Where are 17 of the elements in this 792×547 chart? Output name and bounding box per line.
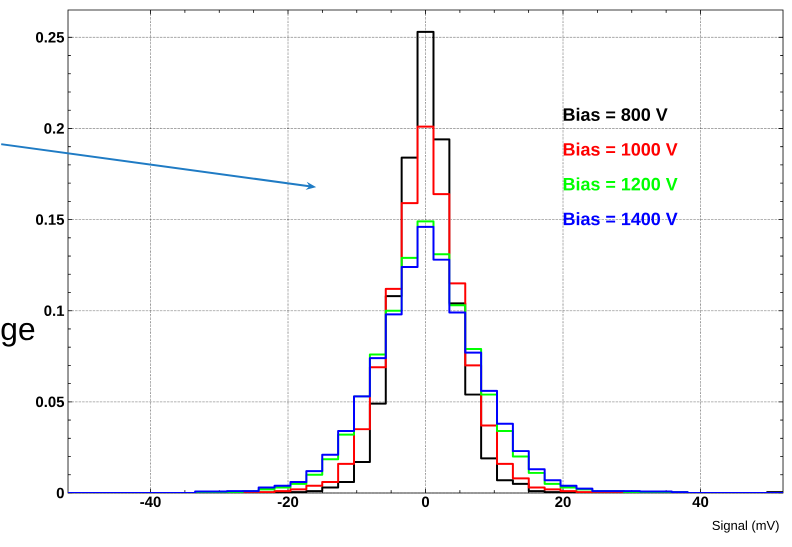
x-tick-label: 40: [692, 496, 708, 508]
y-tick-label: 0.15: [36, 214, 64, 225]
x-tick-label: -40: [140, 496, 161, 508]
y-tick-label: 0.25: [36, 32, 64, 43]
text: Bias = 800 V: [564, 108, 668, 121]
y-tick-label: 0: [56, 488, 64, 498]
text: ge: [2, 322, 34, 347]
text: Bias = 1200 V: [564, 177, 678, 190]
x-tick-label: 0: [422, 496, 430, 508]
x-tick-label: -20: [278, 496, 298, 508]
x-axis-title: Signal (mV): [712, 520, 779, 533]
x-tick-label: 20: [555, 496, 571, 508]
y-tick-label: 0.1: [44, 305, 64, 316]
y-tick-label: 0.2: [44, 123, 64, 134]
y-tick-label: 0.05: [36, 396, 64, 408]
text: Bias = 1000 V: [564, 142, 678, 156]
text: Bias = 1400 V: [564, 212, 678, 226]
